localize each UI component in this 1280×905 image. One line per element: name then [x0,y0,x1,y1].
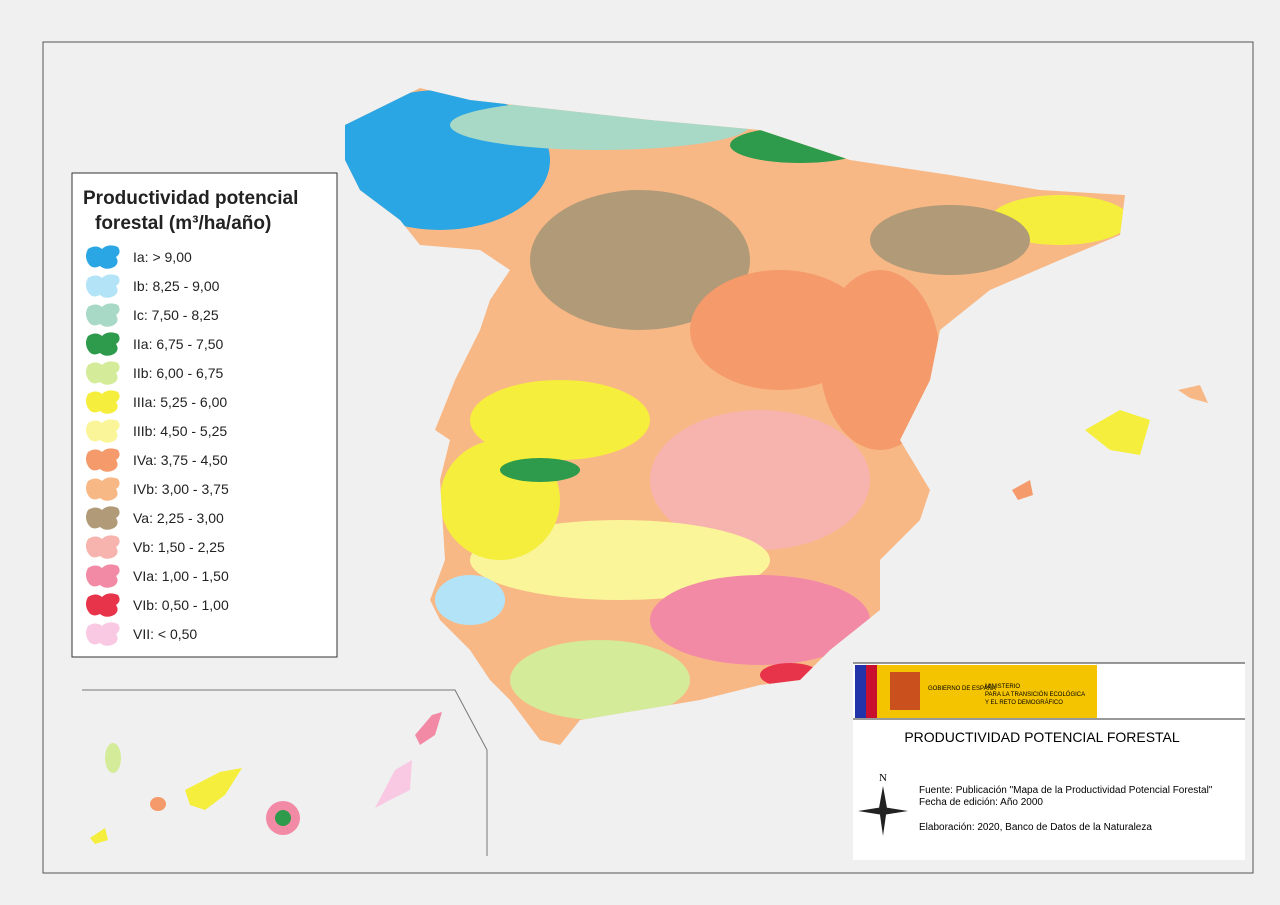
compass-rose [858,786,908,836]
legend-swatch [86,419,120,443]
legend-swatch [86,564,120,588]
legend-label: IIIa: 5,25 - 6,00 [133,394,227,410]
north-label: N [879,772,887,784]
legend-label: IVb: 3,00 - 3,75 [133,481,229,497]
coat-of-arms [890,672,920,710]
ministry-line: Y EL RETO DEMOGRÁFICO [985,699,1063,706]
legend-swatch [86,390,120,414]
legend-swatch [86,593,120,617]
legend-swatch [86,303,120,327]
legend-swatch [86,535,120,559]
legend-swatch [86,332,120,356]
ministry-line: MINISTERIO [985,684,1020,690]
balearic-islands [1085,410,1150,455]
legend-swatch [86,622,120,646]
legend-label: VII: < 0,50 [133,626,197,642]
balearic-islands [1178,385,1208,403]
balearic-islands [1012,480,1033,500]
legend-label: Ic: 7,50 - 8,25 [133,307,219,323]
legend: Productividad potencial forestal (m³/ha/a… [83,188,298,646]
legend-label: VIa: 1,00 - 1,50 [133,568,229,584]
date-text: Fecha de edición: Año 2000 [919,797,1043,808]
canary-islands [90,712,442,844]
legend-label: VIb: 0,50 - 1,00 [133,597,229,613]
source-text: Fuente: Publicación "Mapa de la Producti… [919,785,1213,796]
legend-swatch [86,245,120,269]
legend-title: Productividad potencial [83,188,298,209]
credit-text: Elaboración: 2020, Banco de Datos de la … [919,822,1152,833]
canary-inset-border [82,689,488,856]
legend-label: IIb: 6,00 - 6,75 [133,365,223,381]
legend-label: Vb: 1,50 - 2,25 [133,539,225,555]
legend-label: Ia: > 9,00 [133,249,192,265]
legend-label: IIIb: 4,50 - 5,25 [133,423,227,439]
flag-red [866,665,877,718]
legend-title: forestal (m³/ha/año) [95,213,271,234]
legend-swatch [86,477,120,501]
legend-swatch [86,361,120,385]
legend-swatch [86,274,120,298]
peninsula [345,88,1125,745]
legend-label: Va: 2,25 - 3,00 [133,510,224,526]
legend-label: IIa: 6,75 - 7,50 [133,336,223,352]
government-name: GOBIERNO DE ESPAÑA [928,685,996,692]
legend-swatch [86,448,120,472]
legend-swatch [86,506,120,530]
info-title: PRODUCTIVIDAD POTENCIAL FORESTAL [904,729,1180,745]
legend-label: IVa: 3,75 - 4,50 [133,452,228,468]
legend-label: Ib: 8,25 - 9,00 [133,278,220,294]
ministry-line: PARA LA TRANSICIÓN ECOLÓGICA [985,691,1085,698]
